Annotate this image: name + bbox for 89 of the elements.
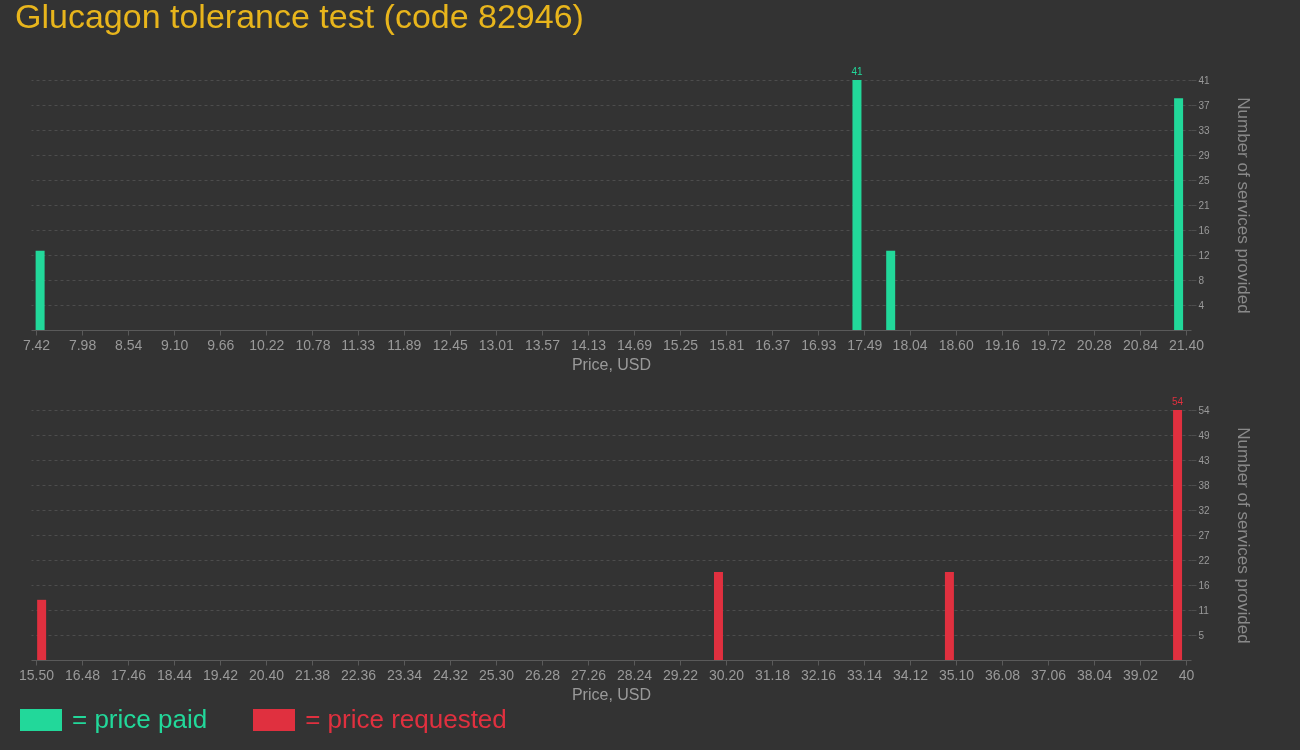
- x-tick-label: 21.40: [1168, 336, 1205, 353]
- x-tick-label: 37.06: [1030, 666, 1067, 683]
- x-tick-label: 27.26: [570, 666, 607, 683]
- y-tick-label: 12: [1198, 249, 1211, 261]
- y-tick-label: 25: [1198, 174, 1211, 186]
- x-tick-label: 15.25: [663, 336, 699, 353]
- x-tick-label: 13.01: [478, 336, 515, 353]
- bar: [886, 250, 896, 330]
- x-tick-label: 33.14: [846, 666, 883, 683]
- x-tick-label: 10.22: [249, 336, 285, 353]
- legend-label: = price requested: [305, 704, 507, 735]
- y-axis-title: Number of services provided: [1233, 427, 1253, 644]
- y-tick-label: 29: [1198, 149, 1211, 161]
- x-tick-label: 16.93: [801, 336, 837, 353]
- x-tick-label: 29.22: [662, 666, 699, 683]
- x-tick-label: 36.08: [984, 666, 1021, 683]
- bar: [37, 599, 47, 660]
- y-tick-label: 8: [1198, 274, 1205, 286]
- x-tick-label: 35.10: [938, 666, 975, 683]
- bar: [944, 572, 954, 660]
- x-tick-label: 19.16: [984, 336, 1020, 353]
- bar: [1173, 410, 1183, 660]
- x-axis-title: Price, USD: [571, 685, 652, 703]
- data-label: 41: [851, 66, 863, 77]
- x-tick-label: 11.33: [341, 336, 376, 353]
- x-tick-label: 18.44: [156, 666, 193, 683]
- bar: [1174, 98, 1184, 330]
- y-tick-label: 43: [1198, 454, 1211, 466]
- x-tick-label: 9.66: [207, 336, 235, 353]
- x-tick-label: 23.34: [386, 666, 423, 683]
- y-tick-label: 37: [1198, 99, 1211, 111]
- x-tick-label: 19.72: [1030, 336, 1067, 353]
- x-tick-label: 38.04: [1076, 666, 1113, 683]
- x-tick-label: 40: [1178, 666, 1195, 683]
- x-tick-label: 7.98: [68, 336, 97, 353]
- x-tick-label: 7.42: [22, 336, 51, 353]
- y-tick-label: 41: [1198, 74, 1211, 86]
- bar: [713, 572, 723, 660]
- x-tick-label: 18.04: [892, 336, 928, 353]
- x-tick-label: 34.12: [892, 666, 929, 683]
- x-tick-label: 9.10: [161, 336, 189, 353]
- x-tick-label: 15.81: [709, 336, 745, 353]
- y-tick-label: 27: [1198, 529, 1211, 541]
- x-tick-label: 19.42: [202, 666, 239, 683]
- x-tick-label: 25.30: [478, 666, 515, 683]
- x-tick-label: 16.37: [755, 336, 791, 353]
- y-tick-label: 4: [1198, 299, 1205, 311]
- y-tick-label: 11: [1198, 604, 1210, 616]
- x-tick-label: 20.28: [1076, 336, 1113, 353]
- x-tick-label: 28.24: [616, 666, 653, 683]
- x-tick-label: 17.49: [847, 336, 883, 353]
- x-tick-label: 26.28: [524, 666, 561, 683]
- y-tick-label: 32: [1198, 504, 1211, 516]
- data-label: 54: [1171, 396, 1184, 407]
- legend-label: = price paid: [72, 704, 208, 735]
- x-tick-label: 32.16: [800, 666, 837, 683]
- x-tick-label: 14.13: [570, 336, 607, 353]
- y-axis-title: Number of services provided: [1233, 97, 1253, 314]
- x-tick-label: 20.40: [248, 666, 285, 683]
- x-tick-label: 20.84: [1122, 336, 1159, 353]
- y-tick-label: 54: [1198, 404, 1211, 416]
- y-tick-label: 22: [1198, 554, 1211, 566]
- x-tick-label: 14.69: [617, 336, 653, 353]
- x-tick-label: 8.54: [115, 336, 143, 353]
- x-tick-label: 21.38: [294, 666, 331, 683]
- x-tick-label: 18.60: [938, 336, 974, 353]
- y-tick-label: 21: [1198, 199, 1211, 211]
- y-tick-label: 38: [1198, 479, 1211, 491]
- y-tick-label: 5: [1198, 629, 1205, 641]
- x-tick-label: 31.18: [754, 666, 791, 683]
- x-tick-label: 15.50: [18, 666, 55, 683]
- chart-title: Glucagon tolerance test (code 82946): [15, 0, 584, 35]
- bar: [852, 80, 862, 330]
- y-tick-label: 33: [1198, 124, 1211, 136]
- x-tick-label: 24.32: [432, 666, 469, 683]
- y-tick-label: 16: [1198, 224, 1211, 236]
- bar: [35, 250, 45, 330]
- x-axis-title: Price, USD: [571, 355, 652, 373]
- x-tick-label: 13.57: [524, 336, 561, 353]
- x-tick-label: 11.89: [387, 336, 422, 353]
- x-tick-label: 30.20: [708, 666, 745, 683]
- x-tick-label: 10.78: [295, 336, 331, 353]
- x-tick-label: 22.36: [340, 666, 377, 683]
- x-tick-label: 12.45: [432, 336, 468, 353]
- y-tick-label: 49: [1198, 429, 1211, 441]
- x-tick-label: 39.02: [1122, 666, 1159, 683]
- x-tick-label: 17.46: [110, 666, 147, 683]
- x-tick-label: 16.48: [64, 666, 101, 683]
- y-tick-label: 16: [1198, 579, 1211, 591]
